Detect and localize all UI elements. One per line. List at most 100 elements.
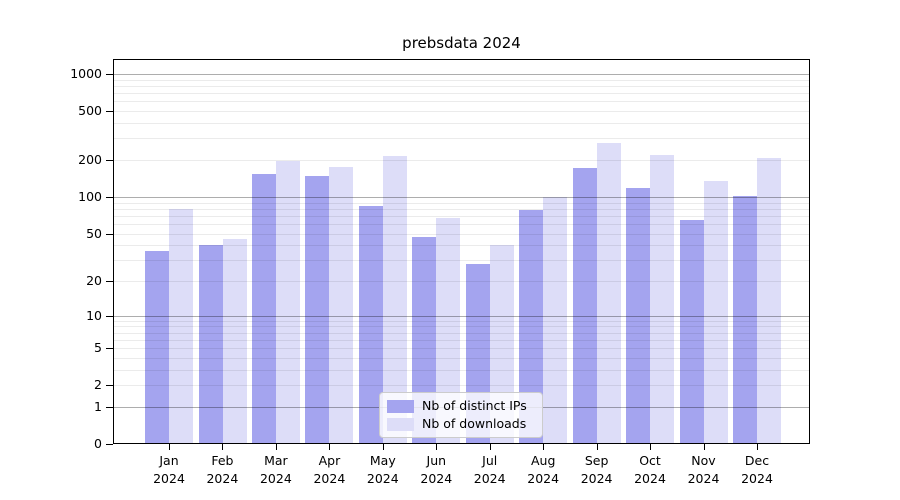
- bar-distinct-ips-mar: [251, 173, 276, 444]
- x-tick-label: Apr 2024: [313, 453, 346, 486]
- gridline-minor: [114, 123, 809, 124]
- y-tick-mark: [106, 444, 113, 445]
- x-tick-label: Oct 2024: [634, 453, 666, 486]
- y-tick-label: 20: [86, 273, 102, 288]
- plot-area: Nb of distinct IPs Nb of downloads: [113, 59, 810, 444]
- x-tick-label: Feb 2024: [206, 453, 239, 486]
- bar-downloads-mar: [275, 161, 300, 444]
- y-tick-mark: [106, 385, 113, 387]
- x-tick-mark: [703, 444, 705, 450]
- y-tick-label: 200: [78, 152, 102, 167]
- x-tick-mark: [650, 444, 651, 450]
- gridline-minor: [114, 385, 809, 387]
- gridline-minor: [114, 348, 809, 350]
- gridline-minor: [114, 202, 809, 204]
- gridline-minor: [114, 260, 809, 262]
- bar-downloads-dec: [757, 158, 781, 444]
- y-tick-label: 5: [94, 340, 102, 356]
- bar-distinct-ips-nov: [679, 219, 704, 444]
- x-tick-mark: [489, 444, 491, 450]
- bar-distinct-ips-oct: [626, 188, 650, 444]
- y-tick-label: 500: [78, 103, 102, 119]
- gridline-minor: [114, 101, 809, 103]
- gridline-minor: [114, 79, 809, 81]
- y-tick-mark: [106, 281, 113, 282]
- y-tick-mark: [106, 348, 113, 350]
- legend-label-distinct-ips: Nb of distinct IPs: [422, 398, 527, 413]
- legend: Nb of distinct IPs Nb of downloads: [379, 392, 543, 438]
- gridline-minor: [114, 111, 809, 113]
- gridline-major: [114, 196, 809, 198]
- gridline-minor: [114, 332, 809, 334]
- legend-swatch-downloads: [387, 417, 414, 431]
- gridline-minor: [114, 160, 809, 161]
- bar-downloads-jan: [169, 208, 193, 444]
- y-tick-mark: [106, 233, 113, 235]
- gridline-minor: [114, 339, 809, 341]
- gridline-minor: [114, 369, 809, 371]
- gridline-major: [114, 315, 809, 317]
- x-tick-mark: [275, 444, 277, 450]
- bar-distinct-ips-dec: [733, 196, 757, 444]
- y-tick-label: 1: [94, 398, 102, 414]
- gridline-minor: [114, 357, 809, 359]
- y-tick-mark: [106, 74, 113, 75]
- axis-spine-top: [113, 59, 810, 60]
- gridline-minor: [114, 245, 809, 247]
- y-tick-label: 0: [94, 436, 102, 451]
- x-tick-label: Nov 2024: [687, 453, 720, 486]
- x-tick-mark: [596, 444, 598, 450]
- bar-downloads-sep: [596, 142, 621, 444]
- x-tick-mark: [543, 444, 545, 450]
- gridline-minor: [114, 233, 809, 235]
- chart-title: prebsdata 2024: [402, 34, 521, 52]
- x-tick-mark: [436, 444, 438, 450]
- gridline-minor: [114, 93, 809, 95]
- y-tick-mark: [106, 196, 113, 198]
- x-tick-mark: [329, 444, 331, 450]
- y-tick-mark: [106, 111, 113, 113]
- bar-downloads-apr: [329, 167, 354, 444]
- y-tick-label: 100: [78, 188, 102, 204]
- x-tick-mark: [757, 444, 758, 450]
- legend-swatch-distinct-ips: [387, 399, 414, 413]
- legend-item-distinct-ips: Nb of distinct IPs: [387, 398, 534, 414]
- bar-downloads-oct: [650, 155, 674, 444]
- bar-downloads-feb: [222, 239, 247, 444]
- x-tick-label: Sep 2024: [580, 453, 613, 486]
- x-tick-mark: [169, 444, 170, 450]
- axis-spine-bottom: [113, 443, 810, 444]
- gridline-minor: [114, 215, 809, 217]
- bar-distinct-ips-may: [358, 205, 383, 444]
- x-tick-mark: [222, 444, 224, 450]
- y-tick-label: 1000: [70, 66, 102, 81]
- gridline-minor: [114, 208, 809, 210]
- bar-distinct-ips-apr: [305, 176, 330, 444]
- gridline-minor: [114, 326, 809, 328]
- gridline-major: [114, 74, 809, 75]
- x-tick-label: Aug 2024: [527, 453, 560, 486]
- gridline-minor: [114, 281, 809, 282]
- axis-spine-right: [809, 59, 810, 444]
- gridline-minor: [114, 320, 809, 322]
- bar-distinct-ips-sep: [572, 168, 597, 444]
- y-tick-mark: [106, 160, 113, 161]
- y-tick-label: 50: [86, 225, 102, 241]
- y-tick-mark: [106, 315, 113, 317]
- x-tick-label: May 2024: [366, 453, 399, 486]
- gridline-minor: [114, 86, 809, 87]
- y-tick-label: 10: [86, 307, 102, 323]
- axis-spine-left: [113, 59, 114, 444]
- x-tick-label: Jul 2024: [473, 453, 506, 486]
- bar-distinct-ips-feb: [198, 245, 223, 444]
- y-tick-mark: [106, 406, 113, 408]
- x-tick-label: Mar 2024: [259, 453, 292, 486]
- x-tick-label: Jan 2024: [153, 453, 185, 486]
- x-tick-mark: [382, 444, 384, 450]
- x-tick-label: Dec 2024: [741, 453, 773, 486]
- legend-item-downloads: Nb of downloads: [387, 416, 534, 432]
- y-tick-label: 2: [94, 377, 102, 393]
- bar-downloads-aug: [543, 196, 568, 444]
- bar-downloads-nov: [703, 181, 728, 444]
